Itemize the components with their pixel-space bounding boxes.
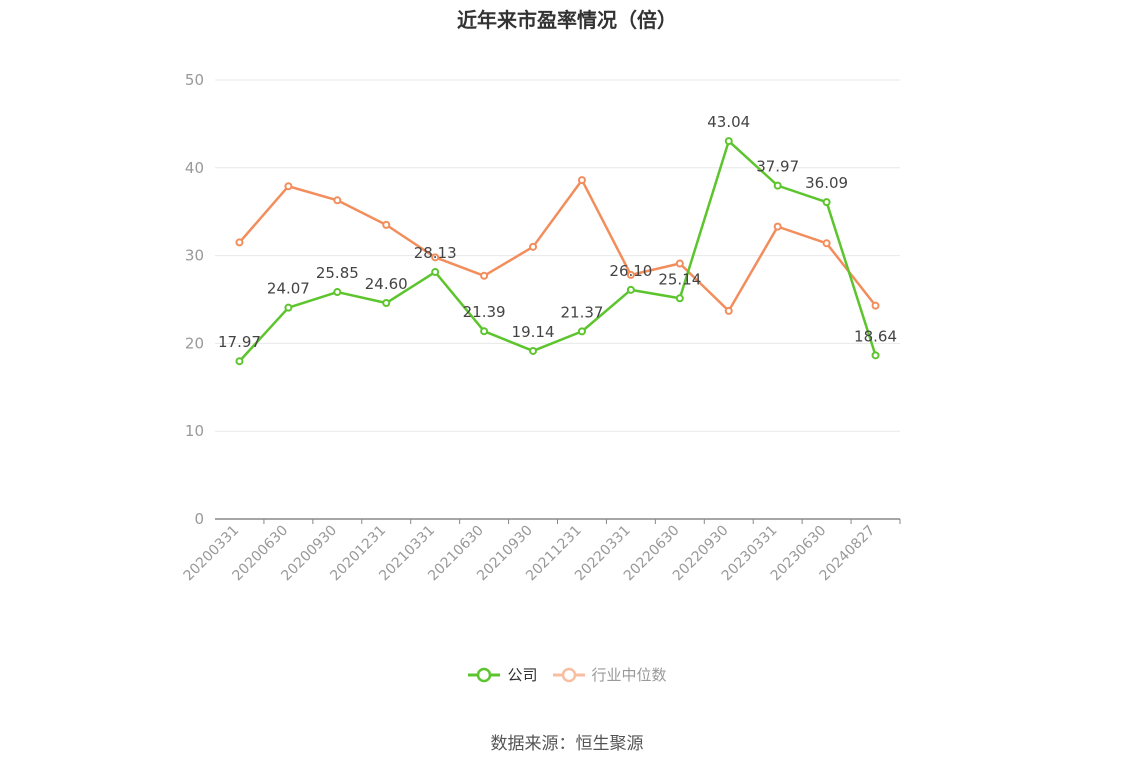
- data-point[interactable]: [333, 196, 342, 205]
- data-point[interactable]: [480, 271, 489, 280]
- y-tick-label: 50: [185, 71, 204, 89]
- data-point[interactable]: [235, 357, 244, 366]
- data-point[interactable]: [529, 242, 538, 251]
- chart-title: 近年来市盈率情况（倍）: [457, 8, 677, 32]
- series-lines: [235, 137, 880, 366]
- legend-label-company: 公司: [507, 666, 538, 684]
- data-point[interactable]: [431, 268, 440, 277]
- data-label: 43.04: [707, 113, 750, 131]
- grid-lines: [215, 79, 900, 432]
- data-point[interactable]: [675, 294, 684, 303]
- data-point[interactable]: [724, 306, 733, 315]
- legend-item-company[interactable]: 公司: [467, 664, 538, 685]
- data-label: 24.60: [365, 275, 408, 293]
- data-label: 37.97: [756, 158, 799, 176]
- data-point[interactable]: [235, 238, 244, 247]
- data-point[interactable]: [822, 239, 831, 248]
- data-label: 17.97: [218, 333, 261, 351]
- legend-marker-company-icon: [468, 667, 501, 682]
- data-point[interactable]: [577, 176, 586, 185]
- data-point[interactable]: [529, 346, 538, 355]
- data-point[interactable]: [822, 198, 831, 207]
- data-point[interactable]: [284, 303, 293, 312]
- data-point[interactable]: [773, 222, 782, 231]
- data-label: 24.07: [267, 280, 310, 298]
- data-label: 25.14: [658, 270, 701, 288]
- data-point[interactable]: [871, 351, 880, 360]
- data-label: 28.13: [414, 244, 457, 262]
- data-labels: 17.97 24.07 25.85 24.60 28.13 21.39 19.14 21.37…: [218, 113, 897, 351]
- legend: 公司 行业中位数: [0, 664, 1134, 685]
- y-tick-label: 20: [185, 334, 204, 352]
- legend-label-industry: 行业中位数: [591, 666, 667, 684]
- legend-marker-industry-icon: [552, 667, 585, 682]
- series-line-1: [238, 178, 877, 313]
- data-point[interactable]: [626, 285, 635, 294]
- data-point[interactable]: [724, 137, 733, 146]
- data-label: 19.14: [512, 323, 555, 341]
- data-label: 21.37: [560, 303, 603, 321]
- y-tick-label: 30: [185, 247, 204, 265]
- y-tick-label: 10: [185, 422, 204, 440]
- data-point[interactable]: [626, 270, 635, 279]
- y-tick-label: 0: [194, 510, 204, 528]
- data-point[interactable]: [577, 327, 586, 336]
- y-tick-label: 40: [185, 159, 204, 177]
- data-point[interactable]: [431, 253, 440, 262]
- data-point[interactable]: [382, 299, 391, 308]
- data-label: 25.85: [316, 264, 359, 282]
- data-point[interactable]: [382, 220, 391, 229]
- data-point[interactable]: [333, 288, 342, 297]
- pe-line-chart: 0102030405020200331202006302020093020201…: [181, 71, 901, 584]
- data-point[interactable]: [871, 301, 880, 310]
- data-label: 18.64: [854, 327, 897, 345]
- data-label: 36.09: [805, 174, 848, 192]
- data-point[interactable]: [675, 259, 684, 268]
- data-label: 26.10: [609, 262, 652, 280]
- data-point[interactable]: [284, 182, 293, 191]
- data-point[interactable]: [773, 181, 782, 190]
- data-point[interactable]: [480, 327, 489, 336]
- data-label: 21.39: [463, 303, 506, 321]
- series-line-0: [238, 139, 877, 363]
- data-source: 数据来源：恒生聚源: [490, 734, 644, 754]
- legend-item-industry[interactable]: 行业中位数: [552, 664, 667, 685]
